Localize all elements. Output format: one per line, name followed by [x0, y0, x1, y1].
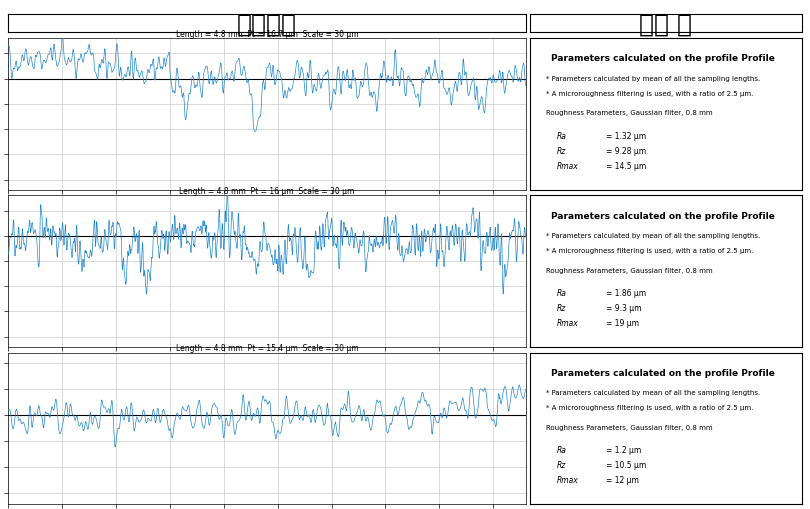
Text: Rmax: Rmax [556, 161, 578, 171]
Text: mm: mm [531, 336, 544, 343]
Text: = 1.32 μm: = 1.32 μm [606, 131, 646, 140]
Text: 분석 값: 분석 값 [639, 12, 693, 36]
Text: Ra: Ra [556, 288, 567, 297]
Text: = 12 μm: = 12 μm [606, 475, 638, 484]
Text: Rz: Rz [556, 460, 566, 469]
Text: * Parameters calculated by mean of all the sampling lengths.: * Parameters calculated by mean of all t… [546, 389, 760, 395]
Text: = 9.3 μm: = 9.3 μm [606, 303, 642, 313]
Text: Ra: Ra [556, 131, 567, 140]
Text: Parameters calculated on the profile Profile: Parameters calculated on the profile Pro… [552, 368, 775, 377]
Text: * A microroughness filtering is used, with a ratio of 2.5 μm.: * A microroughness filtering is used, wi… [546, 404, 753, 410]
Text: Ra: Ra [556, 445, 567, 454]
Text: Rz: Rz [556, 303, 566, 313]
Text: = 1.2 μm: = 1.2 μm [606, 445, 641, 454]
Text: Rz: Rz [556, 147, 566, 155]
Text: Roughness Parameters, Gaussian filter, 0.8 mm: Roughness Parameters, Gaussian filter, 0… [546, 110, 713, 116]
Text: mm: mm [531, 493, 544, 499]
Text: 프로화일: 프로화일 [237, 12, 296, 36]
Text: = 19 μm: = 19 μm [606, 319, 639, 327]
Text: = 9.28 μm: = 9.28 μm [606, 147, 646, 155]
Text: Rmax: Rmax [556, 319, 578, 327]
Text: mm: mm [531, 180, 544, 186]
Title: Length = 4.8 mm  Pt = 15.4 μm  Scale = 30 μm: Length = 4.8 mm Pt = 15.4 μm Scale = 30 … [176, 343, 358, 352]
Text: Parameters calculated on the profile Profile: Parameters calculated on the profile Pro… [552, 54, 775, 63]
Text: Parameters calculated on the profile Profile: Parameters calculated on the profile Pro… [552, 211, 775, 220]
Title: Length = 4.8 mm  Pt = 16 μm  Scale = 30 μm: Length = 4.8 mm Pt = 16 μm Scale = 30 μm [179, 186, 355, 195]
Text: = 10.5 μm: = 10.5 μm [606, 460, 646, 469]
Text: * Parameters calculated by mean of all the sampling lengths.: * Parameters calculated by mean of all t… [546, 75, 760, 81]
Text: = 14.5 μm: = 14.5 μm [606, 161, 646, 171]
Text: Rmax: Rmax [556, 475, 578, 484]
Title: Length = 4.8 mm  Pt = 16.7 μm  Scale = 30 μm: Length = 4.8 mm Pt = 16.7 μm Scale = 30 … [176, 30, 358, 39]
Text: Roughness Parameters, Gaussian filter, 0.8 mm: Roughness Parameters, Gaussian filter, 0… [546, 267, 713, 273]
Text: * A microroughness filtering is used, with a ratio of 2.5 μm.: * A microroughness filtering is used, wi… [546, 91, 753, 97]
Text: * Parameters calculated by mean of all the sampling lengths.: * Parameters calculated by mean of all t… [546, 232, 760, 238]
Text: = 1.86 μm: = 1.86 μm [606, 288, 646, 297]
Text: * A microroughness filtering is used, with a ratio of 2.5 μm.: * A microroughness filtering is used, wi… [546, 247, 753, 253]
Text: Roughness Parameters, Gaussian filter, 0.8 mm: Roughness Parameters, Gaussian filter, 0… [546, 424, 713, 430]
